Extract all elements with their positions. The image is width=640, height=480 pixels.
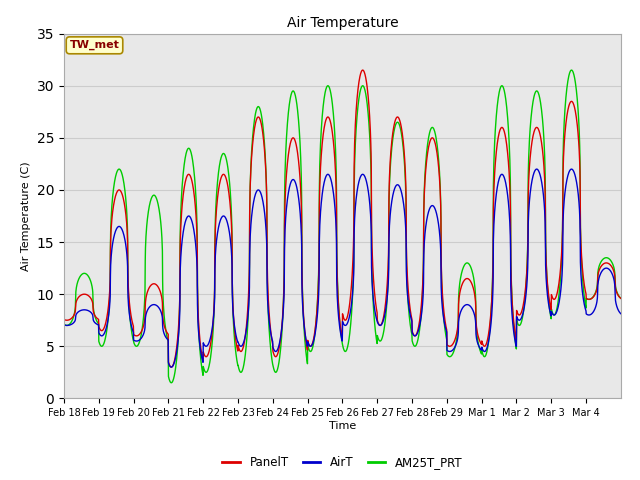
- PanelT: [609, 267, 617, 273]
- PanelT: [511, 325, 518, 331]
- AM25T_PRT: [168, 380, 175, 385]
- X-axis label: Time: Time: [329, 421, 356, 431]
- AirT: [168, 364, 175, 370]
- PanelT: [376, 323, 384, 328]
- AirT: [609, 274, 617, 280]
- PanelT: [617, 296, 625, 301]
- AM25T_PRT: [116, 167, 124, 172]
- AirT: [542, 262, 550, 268]
- Text: TW_met: TW_met: [70, 40, 120, 50]
- AirT: [376, 323, 384, 328]
- AirT: [60, 322, 68, 328]
- PanelT: [236, 348, 244, 354]
- PanelT: [359, 67, 367, 73]
- AM25T_PRT: [609, 263, 617, 268]
- Line: AM25T_PRT: AM25T_PRT: [64, 70, 621, 383]
- AirT: [510, 332, 518, 338]
- AirT: [568, 166, 575, 172]
- Line: PanelT: PanelT: [64, 70, 621, 367]
- PanelT: [116, 187, 124, 193]
- Legend: PanelT, AirT, AM25T_PRT: PanelT, AirT, AM25T_PRT: [218, 452, 467, 474]
- AM25T_PRT: [542, 237, 550, 243]
- Title: Air Temperature: Air Temperature: [287, 16, 398, 30]
- AM25T_PRT: [510, 329, 518, 335]
- Line: AirT: AirT: [64, 169, 621, 367]
- PanelT: [542, 252, 550, 258]
- PanelT: [168, 364, 175, 370]
- AirT: [617, 311, 625, 317]
- AirT: [116, 224, 124, 229]
- AM25T_PRT: [60, 321, 68, 327]
- PanelT: [60, 317, 68, 323]
- AM25T_PRT: [568, 67, 575, 73]
- Y-axis label: Air Temperature (C): Air Temperature (C): [21, 161, 31, 271]
- AirT: [236, 343, 244, 349]
- AM25T_PRT: [376, 338, 384, 344]
- AM25T_PRT: [236, 369, 244, 374]
- AM25T_PRT: [617, 295, 625, 301]
